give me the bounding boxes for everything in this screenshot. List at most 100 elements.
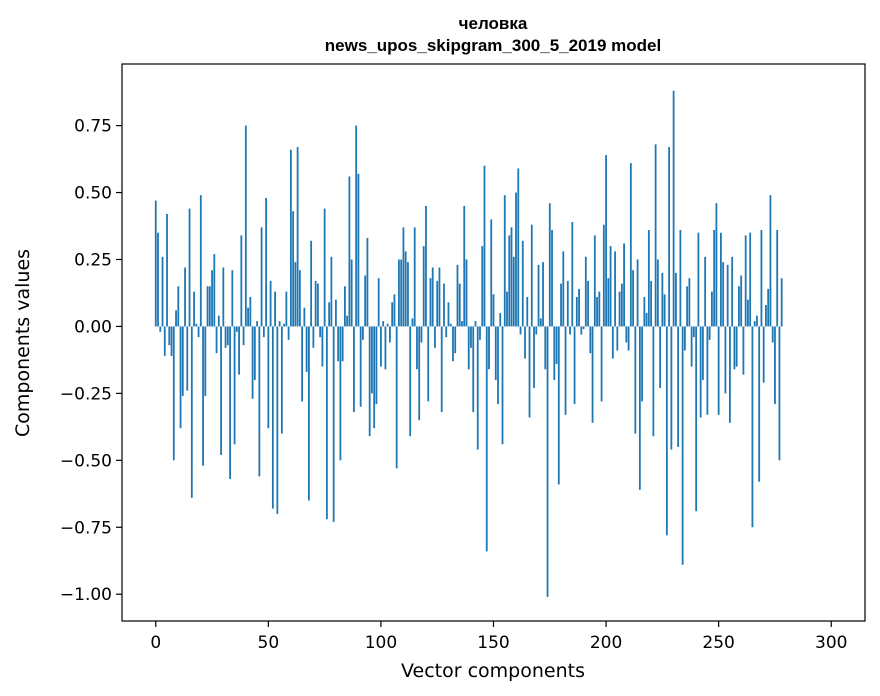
bar-171 [539,318,542,327]
bar-136 [461,321,463,327]
bar-80 [334,299,337,327]
bar-201 [607,278,610,327]
bar-269 [760,230,763,327]
bar-32 [226,326,229,346]
bar-17 [193,291,195,327]
bar-233 [679,230,682,327]
bar-186 [573,326,576,405]
bar-111 [404,251,407,327]
bar-133 [454,326,457,354]
bar-66 [303,307,306,327]
chart-title: человка [459,14,528,33]
bar-23 [206,286,209,327]
bar-194 [591,326,594,423]
bar-127 [440,326,443,413]
bar-157 [508,235,511,327]
bar-236 [686,286,689,327]
bar-185 [571,222,574,327]
bar-264 [749,232,752,327]
bar-46 [258,326,261,477]
bar-45 [256,321,258,327]
bar-164 [524,326,526,359]
bar-143 [476,326,479,450]
bar-39 [242,326,245,346]
bar-259 [738,286,740,327]
bar-210 [627,326,630,351]
bar-109 [400,259,403,327]
bar-40 [244,125,247,327]
bar-274 [771,326,774,343]
bar-29 [220,326,222,455]
bar-150 [492,294,495,327]
bar-4 [163,326,166,356]
bar-176 [551,230,553,327]
bar-266 [753,321,756,327]
x-tick-label: 50 [258,633,280,653]
bar-81 [337,326,340,362]
bar-217 [643,296,646,327]
bar-87 [350,259,353,327]
bar-63 [296,147,299,327]
bar-101 [382,321,385,327]
bar-128 [443,283,445,327]
bar-2 [159,326,162,332]
bar-1 [157,232,159,327]
bar-228 [668,147,671,327]
bar-250 [717,326,720,415]
bar-178 [555,326,558,364]
bar-148 [488,326,490,370]
bar-106 [393,294,396,327]
y-tick-label: −0.75 [60,518,112,538]
bar-123 [431,267,434,327]
bar-145 [481,246,484,327]
bar-162 [519,326,522,335]
bar-49 [265,197,267,327]
bar-38 [240,235,243,327]
bar-7 [170,326,173,356]
bar-248 [713,230,716,327]
bar-34 [231,270,234,327]
bar-6 [168,326,171,346]
bar-90 [357,173,360,327]
bar-135 [458,283,461,327]
bar-247 [711,291,713,327]
x-axis-ticks: 0 50 100 150 200 250 300 [150,621,847,653]
bar-12 [181,326,184,397]
bar-158 [510,227,513,327]
bar-58 [285,291,288,327]
bar-173 [544,326,547,370]
bar-124 [434,326,436,348]
bar-200 [605,155,607,327]
bar-172 [542,262,544,327]
y-tick-label: −0.25 [60,384,112,404]
bar-153 [499,313,502,327]
bar-168 [533,326,535,389]
bar-85 [346,315,349,327]
bar-227 [665,326,668,536]
bar-5 [166,213,168,327]
bar-221 [652,326,655,437]
bar-225 [661,272,664,327]
x-tick-label: 150 [477,633,509,653]
y-axis-label: Components values [12,249,34,437]
bar-169 [535,326,538,335]
bar-15 [188,208,191,327]
bar-59 [287,326,290,340]
bar-64 [298,270,301,327]
bar-103 [386,323,389,327]
bar-65 [301,326,304,402]
bar-129 [445,326,448,338]
bar-53 [274,291,276,327]
bar-237 [688,278,691,327]
bar-0 [154,200,157,327]
bar-216 [641,326,643,402]
bar-69 [310,240,313,327]
bar-93 [364,275,367,327]
bar-223 [656,259,659,327]
bar-102 [384,326,387,370]
bar-245 [706,326,709,415]
y-tick-label: 0.00 [74,317,112,337]
bar-20 [199,195,202,327]
bar-209 [625,326,628,343]
